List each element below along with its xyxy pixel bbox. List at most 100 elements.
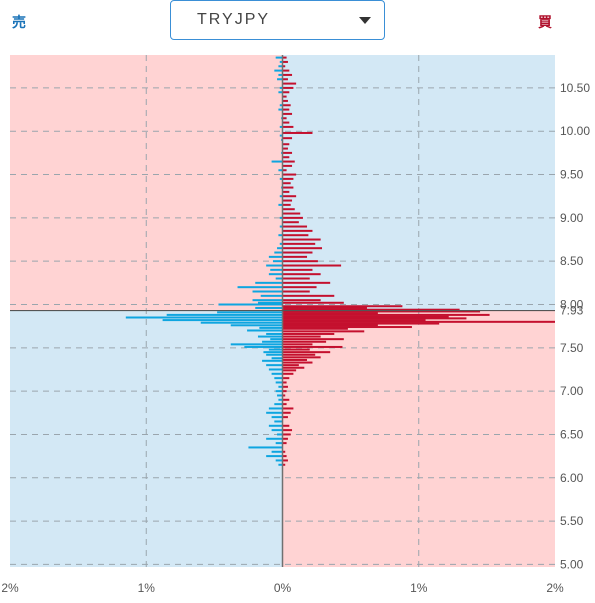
- sell-bar: [274, 69, 283, 72]
- sell-bar: [266, 437, 283, 440]
- buy-bar: [282, 437, 288, 440]
- buy-bar: [282, 216, 303, 219]
- buy-bar: [282, 372, 294, 375]
- sell-bar: [271, 160, 283, 163]
- y-tick-label: 7.50: [560, 341, 584, 355]
- buy-bar: [282, 369, 297, 372]
- buy-bar: [282, 247, 323, 250]
- x-tick-label: 0%: [274, 581, 292, 595]
- sell-bar: [125, 316, 283, 319]
- buy-bar: [282, 330, 365, 333]
- buy-bar: [282, 345, 343, 348]
- sell-bar: [277, 433, 283, 436]
- buy-bar: [282, 299, 321, 302]
- buy-bar: [282, 234, 309, 237]
- sell-bar: [268, 273, 283, 276]
- sell-bar: [266, 411, 283, 414]
- sell-bar: [200, 321, 283, 324]
- sell-bar: [244, 345, 283, 348]
- sell-bar: [271, 357, 283, 360]
- buy-bar: [282, 99, 288, 102]
- y-tick-label: 6.00: [560, 471, 584, 485]
- buy-bar: [282, 424, 290, 427]
- sell-bar: [274, 420, 283, 423]
- sell-bar: [266, 455, 283, 458]
- buy-bar: [282, 131, 313, 134]
- buy-bar: [282, 143, 290, 146]
- sell-bar: [272, 260, 283, 263]
- buy-bar: [282, 69, 290, 72]
- y-tick-label: 5.50: [560, 514, 584, 528]
- sell-bar: [274, 403, 283, 406]
- y-tick-label: 9.00: [560, 211, 584, 225]
- buy-bar: [282, 351, 331, 354]
- sell-bar: [268, 368, 283, 371]
- buy-bar: [282, 343, 313, 346]
- buy-bar: [282, 290, 310, 293]
- sell-bar: [279, 104, 283, 107]
- buy-bar: [282, 327, 348, 330]
- sell-bar: [274, 251, 283, 254]
- sell-bar: [275, 277, 283, 280]
- buy-bar: [282, 315, 449, 318]
- buy-bar: [282, 411, 291, 414]
- buy-bar: [282, 338, 344, 341]
- y-tick-label: 7.93: [560, 304, 584, 318]
- buy-bar: [282, 356, 321, 359]
- buy-bar: [282, 306, 367, 309]
- sell-bar: [260, 294, 283, 297]
- buy-bar: [282, 322, 440, 325]
- buy-bar: [282, 160, 295, 163]
- buy-bar: [282, 398, 290, 401]
- sell-bar: [247, 329, 283, 332]
- sell-bar: [279, 60, 283, 63]
- buy-bar: [282, 301, 344, 304]
- buy-bar: [282, 151, 293, 154]
- buy-bar: [282, 364, 299, 367]
- sell-bar: [279, 225, 283, 228]
- sell-bar: [275, 390, 283, 393]
- sell-bar: [268, 348, 283, 351]
- sell-bar: [162, 319, 283, 322]
- buy-bar: [282, 277, 310, 280]
- buy-bar: [282, 60, 288, 63]
- y-tick-label: 5.00: [560, 557, 584, 571]
- sell-bar: [266, 332, 283, 335]
- buy-bar: [282, 73, 293, 76]
- sell-bar: [278, 73, 283, 76]
- buy-bar: [282, 312, 378, 315]
- sell-bar: [278, 169, 283, 172]
- buy-bar: [282, 229, 313, 232]
- chevron-down-icon: [359, 17, 371, 24]
- buy-bar: [282, 238, 321, 241]
- sell-bar: [279, 86, 283, 89]
- sell-bar: [266, 264, 283, 267]
- buy-bar: [282, 381, 287, 384]
- y-tick-label: 10.50: [560, 81, 590, 95]
- buy-bar: [282, 442, 287, 445]
- buy-bar: [282, 199, 293, 202]
- buy-bar: [282, 433, 291, 436]
- sell-bar: [266, 364, 283, 367]
- buy-bar: [282, 377, 290, 380]
- buy-bar: [282, 82, 297, 85]
- buy-bar: [282, 164, 293, 167]
- sell-bar: [262, 340, 283, 343]
- buy-bar: [282, 429, 293, 432]
- sell-bar: [230, 343, 283, 346]
- buy-bar: [282, 260, 318, 263]
- buy-bar: [282, 208, 295, 211]
- sell-bar: [257, 335, 283, 338]
- buy-bar: [282, 242, 316, 245]
- currency-pair-select[interactable]: TRYJPY: [170, 0, 385, 40]
- buy-bar: [282, 190, 290, 193]
- buy-bar: [282, 117, 287, 120]
- buy-bar: [282, 320, 555, 323]
- sell-bar: [278, 91, 283, 94]
- buy-bar: [282, 264, 342, 267]
- buy-bar: [282, 104, 291, 107]
- buy-bar: [282, 56, 287, 59]
- sell-bar: [217, 311, 283, 314]
- sell-bar: [270, 338, 283, 341]
